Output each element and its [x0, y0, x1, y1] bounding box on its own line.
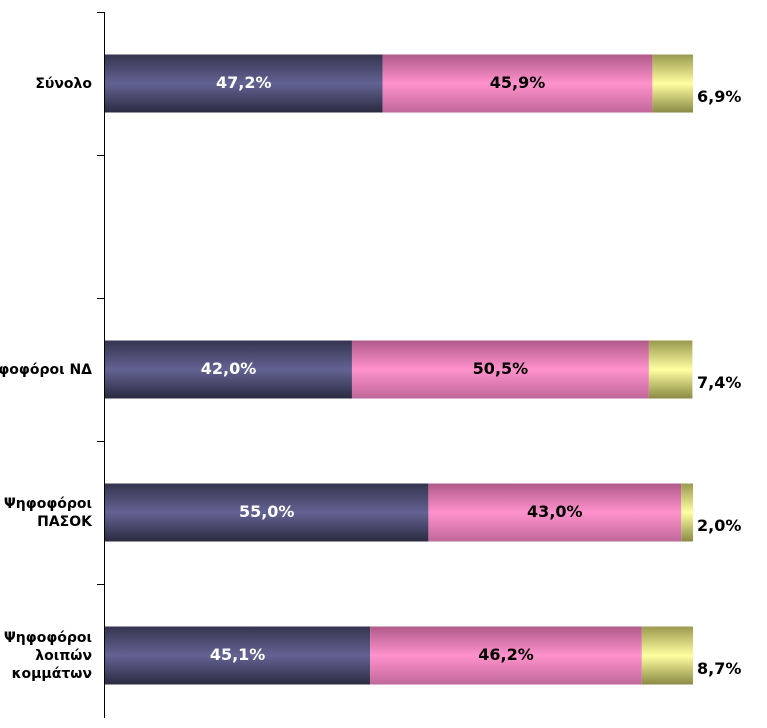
category-label: Ψηφοφόροι ΠΑΣΟΚ	[3, 495, 92, 530]
bar-segment	[105, 626, 371, 685]
value-label: 45,9%	[490, 73, 546, 92]
value-label: 7,4%	[697, 373, 741, 392]
value-label: 8,7%	[697, 659, 741, 678]
bar-segment	[370, 626, 642, 685]
value-label: 6,9%	[697, 87, 741, 106]
bar-segment	[428, 483, 682, 542]
bar-segment	[105, 54, 383, 113]
bar-segment	[382, 54, 653, 113]
bar-segment	[105, 483, 429, 542]
bar-segment	[351, 340, 649, 399]
value-label: 50,5%	[473, 359, 529, 378]
axis	[97, 12, 105, 718]
bar-segment	[105, 340, 352, 399]
bar-segment	[648, 340, 693, 399]
value-label: 47,2%	[216, 73, 272, 92]
category-label: Ψηφοφόροι ΝΔ	[0, 361, 92, 378]
category-label: Σύνολο	[35, 75, 92, 92]
bar-segment	[641, 626, 693, 685]
value-label: 45,1%	[210, 645, 266, 664]
category-label: Ψηφοφόροι λοιπών κομμάτων	[3, 629, 92, 682]
value-label: 55,0%	[239, 502, 295, 521]
value-label: 42,0%	[201, 359, 257, 378]
value-label: 46,2%	[478, 645, 534, 664]
value-label: 43,0%	[527, 502, 583, 521]
bar-segment	[681, 483, 693, 542]
value-label: 2,0%	[697, 516, 741, 535]
bar-segment	[652, 54, 693, 113]
